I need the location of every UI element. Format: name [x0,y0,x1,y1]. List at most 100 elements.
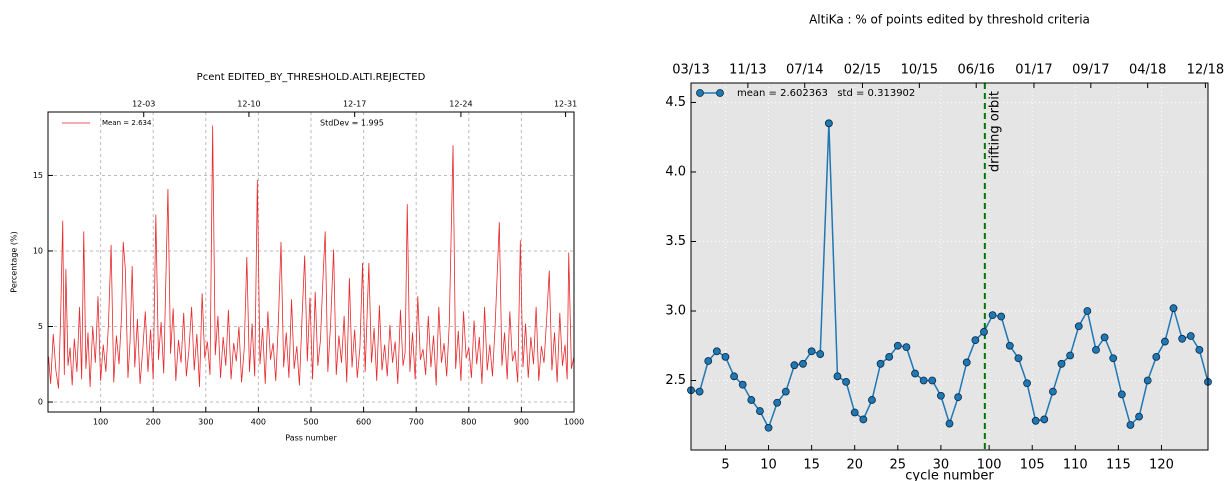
x-tick-label: 400 [251,418,266,427]
x2-tick-label: 09/17 [1072,63,1109,78]
data-point [928,376,937,385]
x-tick-label: 120 [1149,458,1174,473]
data-point [790,361,799,370]
data-point [1178,334,1187,343]
data-point [876,359,885,368]
x-tick-label: 10 [760,458,777,473]
plot-area [691,83,1208,450]
data-point [1040,415,1049,424]
x2-tick-label: 10/15 [901,63,938,78]
y-tick-label: 4.5 [665,95,686,110]
data-point [816,350,825,358]
x2-tick-label: 12-24 [449,100,472,109]
data-point [902,343,911,352]
data-point [885,352,894,361]
data-point [1195,346,1204,354]
data-point [781,387,790,396]
x2-tick-label: 12-10 [237,100,260,109]
x-tick-label: 105 [1020,458,1045,473]
data-point [850,408,859,417]
data-point [936,391,945,400]
data-point [738,380,747,389]
x-tick-label: 700 [409,418,424,427]
plot-frame [47,111,575,413]
x2-tick-label: 04/18 [1129,63,1166,78]
x2-tick-label: 06/16 [957,63,994,78]
data-point [988,311,997,320]
data-point [833,372,842,381]
legend-marker [696,89,704,97]
data-point [695,387,704,396]
data-point [945,419,954,428]
x-tick-label: 500 [303,418,318,427]
data-point [962,358,971,367]
data-point [1117,390,1126,399]
data-point [997,312,1006,321]
data-point [747,396,756,404]
y-tick-label: 3.5 [665,234,686,249]
x-tick-label: 5 [721,458,729,473]
data-point [807,347,816,356]
chart-title: AltiKa : % of points edited by threshold… [809,13,1090,27]
data-point [1092,346,1100,354]
x-tick-label: 1000 [564,418,584,427]
annotation: drifting orbit [987,91,1002,172]
data-point [1083,307,1092,315]
data-point [799,359,807,368]
x-tick-label: 100 [977,458,1002,473]
x-tick-label: 800 [461,418,476,427]
data-point [756,407,764,415]
legend-label: mean = 2.602363 std = 0.313902 [737,88,915,99]
x-tick-label: 25 [890,458,907,473]
x2-tick-label: 02/15 [844,63,881,78]
chart-title: Pcent EDITED_BY_THRESHOLD.ALTI.REJECTED [197,72,426,83]
data-point [1100,333,1109,342]
x-tick-label: 900 [514,418,529,427]
annotation: StdDev = 1.995 [320,119,384,128]
y-tick-label: 15 [33,171,43,180]
data-point [1005,341,1014,350]
x-tick-label: 30 [933,458,950,473]
data-point [1014,354,1023,363]
x-tick-label: 100 [93,418,108,427]
x2-tick-label: 12/18 [1187,63,1224,78]
data-point [1152,352,1161,361]
data-point [1135,412,1143,421]
data-point [1161,337,1169,346]
x2-tick-label: 12-03 [132,100,155,109]
x-tick-label: 600 [356,418,371,427]
data-point [954,393,963,402]
x2-tick-label: 12-31 [554,100,577,109]
y-tick-label: 0 [38,398,43,407]
data-line [48,125,575,389]
y-tick-label: 5 [38,322,43,331]
x-tick-label: 110 [1063,458,1088,473]
data-point [859,415,868,424]
x2-tick-label: 01/17 [1015,63,1052,78]
data-point [919,376,928,385]
data-point [971,336,980,345]
y-tick-label: 10 [33,246,43,255]
x-tick-label: 300 [198,418,213,427]
y-tick-label: 4.0 [665,164,686,179]
x-tick-label: 115 [1106,458,1131,473]
data-point [1109,354,1118,363]
x2-tick-label: 12-17 [343,100,366,109]
x-axis-label: Pass number [285,434,337,443]
data-point [764,423,773,432]
data-point [1126,421,1135,429]
data-point [911,369,919,378]
data-point [1186,332,1195,340]
x-tick-label: 15 [803,458,820,473]
data-point [1143,376,1152,385]
x-tick-label: 200 [146,418,161,427]
plot-frame [690,82,1209,451]
x-tick-label: 20 [846,458,863,473]
data-point [730,372,738,381]
data-point [712,347,721,356]
data-point [1074,322,1083,331]
data-point [1066,351,1075,360]
data-point [842,377,850,386]
